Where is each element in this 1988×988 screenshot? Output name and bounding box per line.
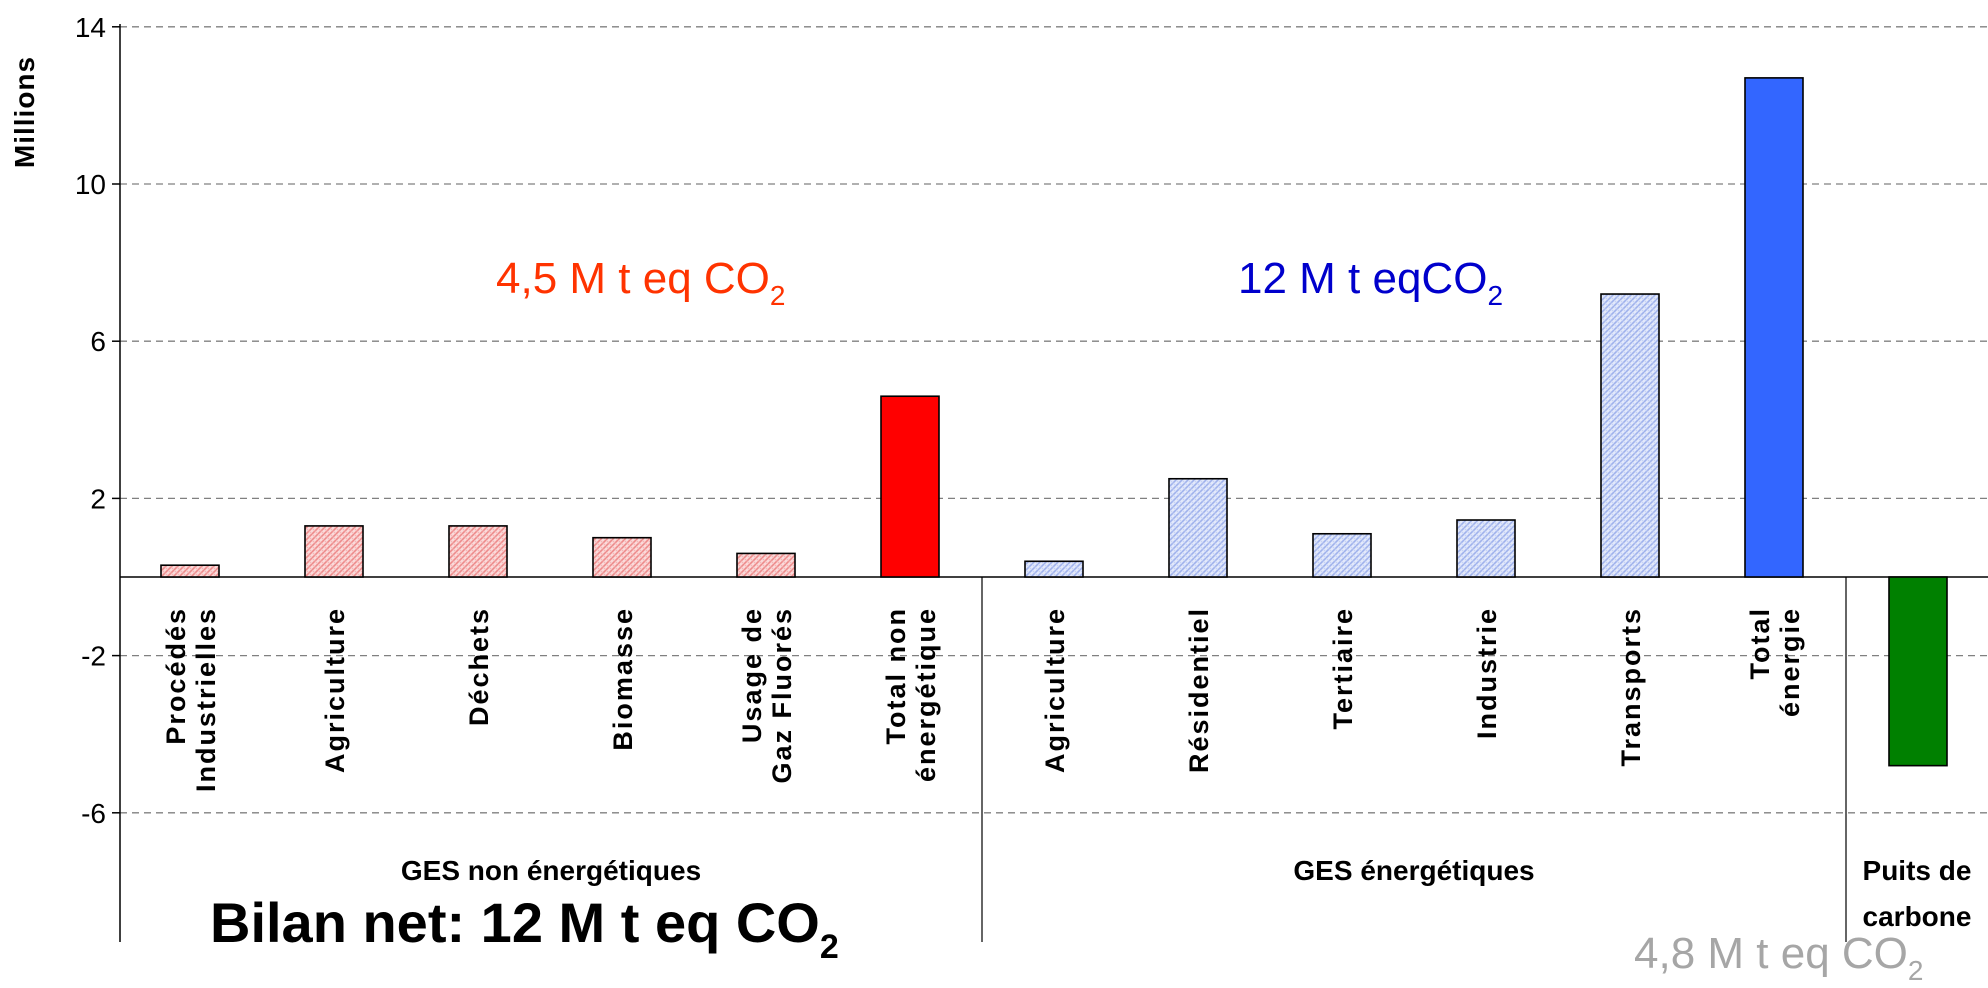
category-label: Déchets [464, 607, 494, 726]
gridlines: 14 10 6 2 -2 -6 [75, 12, 1988, 829]
group-label-line: carbone [1863, 901, 1972, 932]
category-label-line: Total [1745, 607, 1775, 680]
bar [736, 552, 796, 578]
bar [304, 525, 364, 578]
bar [592, 536, 652, 578]
y-tick-label: 2 [90, 483, 106, 514]
group-label-line: GES énergétiques [1293, 855, 1534, 886]
category-labels: ProcédésIndustrielles Agriculture Déchets B… [161, 607, 1805, 792]
y-tick-label: 6 [90, 326, 106, 357]
axes [119, 24, 1988, 942]
y-axis-label: Millions [9, 56, 40, 168]
annotation-energy-main: 12 M t eqCO [1238, 254, 1487, 303]
category-label: Agriculture [320, 607, 350, 773]
group-label: Puits de carbone [1863, 855, 1972, 932]
group-label: GES énergétiques [1293, 855, 1534, 886]
group-labels: GES non énergétiques GES énergétiques Puit… [401, 855, 1972, 932]
category-label: ProcédésIndustrielles [161, 607, 221, 792]
annotation-sink-sub: 2 [1908, 955, 1924, 986]
category-label-line: Tertiaire [1328, 607, 1358, 730]
annotation-energy-sub: 2 [1487, 280, 1503, 311]
category-label: Industrie [1472, 607, 1502, 739]
category-label-line: Industrie [1472, 607, 1502, 739]
category-label-line: Industrielles [191, 607, 221, 792]
group-label-line: Puits de [1863, 855, 1972, 886]
group-label-line: GES non énergétiques [401, 855, 701, 886]
bar [880, 395, 940, 578]
group-label: GES non énergétiques [401, 855, 701, 886]
bar [1600, 293, 1660, 578]
annotation-net-main: Bilan net: 12 M t eq CO [210, 891, 820, 954]
category-label-line: Procédés [161, 607, 191, 745]
annotation-non-energy-sub: 2 [770, 280, 786, 311]
bar [1456, 519, 1516, 578]
bar [1744, 77, 1804, 578]
category-label: Usage deGaz Fluorés [737, 607, 797, 784]
category-label: Biomasse [608, 607, 638, 751]
bar [1888, 576, 1948, 767]
category-label-line: Transports [1616, 607, 1646, 767]
category-label: Tertiaire [1328, 607, 1358, 730]
bar [160, 564, 220, 578]
annotation-non-energy-total: 4,5 M t eq CO2 [496, 254, 785, 311]
annotation-sink-total: 4,8 M t eq CO2 [1634, 929, 1923, 986]
bars [160, 77, 1948, 767]
bar [1024, 560, 1084, 578]
annotation-sink-main: 4,8 M t eq CO [1634, 929, 1908, 978]
category-label: Transports [1616, 607, 1646, 767]
annotation-energy-total: 12 M t eqCO2 [1238, 254, 1503, 311]
category-label: Résidentiel [1184, 607, 1214, 773]
category-label-line: Résidentiel [1184, 607, 1214, 773]
category-label-line: énergétique [911, 607, 941, 782]
y-tick-label: 10 [75, 169, 106, 200]
annotation-net-sub: 2 [820, 928, 839, 966]
y-tick-label: -2 [81, 641, 106, 672]
bar [1312, 532, 1372, 578]
bar [448, 525, 508, 578]
category-label-line: Déchets [464, 607, 494, 726]
category-label: Total nonénergétique [881, 607, 941, 782]
category-label-line: Agriculture [1040, 607, 1070, 773]
category-label-line: Usage de [737, 607, 767, 743]
y-tick-label: -6 [81, 798, 106, 829]
annotation-net-balance: Bilan net: 12 M t eq CO2 [210, 891, 839, 966]
annotation-non-energy-main: 4,5 M t eq CO [496, 254, 770, 303]
bar [1168, 477, 1228, 578]
y-tick-label: 14 [75, 12, 106, 43]
category-label: Totalénergie [1745, 607, 1805, 717]
category-label-line: Total non [881, 607, 911, 744]
category-label: Agriculture [1040, 607, 1070, 773]
category-label-line: Biomasse [608, 607, 638, 751]
category-label-line: Agriculture [320, 607, 350, 773]
category-label-line: Gaz Fluorés [767, 607, 797, 784]
category-label-line: énergie [1775, 607, 1805, 717]
